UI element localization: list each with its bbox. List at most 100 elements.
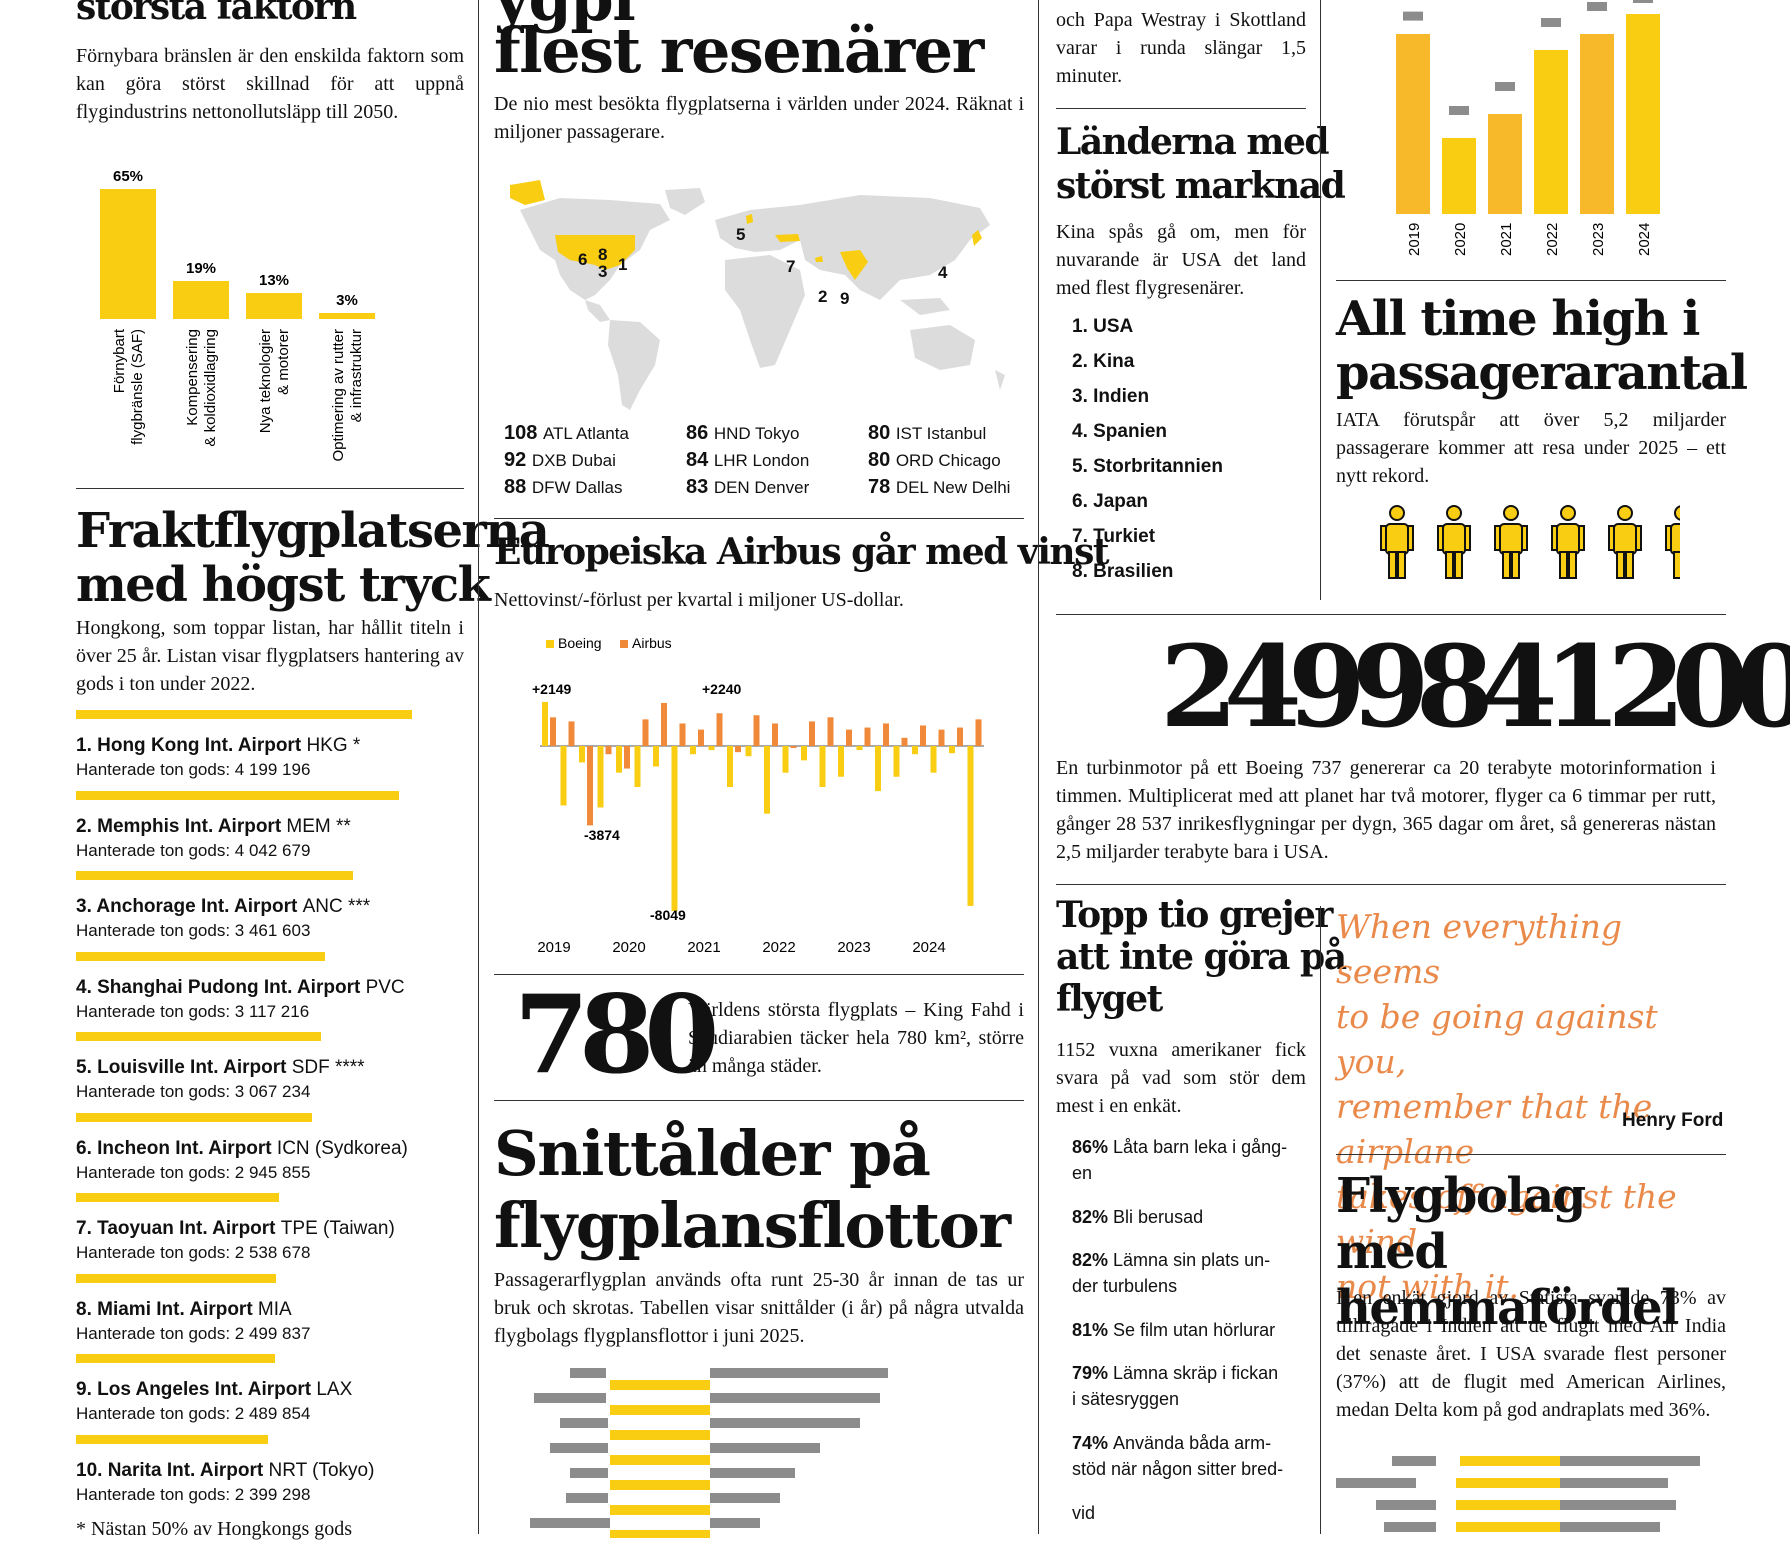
boeing-bar (690, 746, 696, 755)
faktorn-bar (100, 189, 156, 319)
alltime-year-label: 2020 (1452, 223, 1469, 256)
airbus-bar (790, 746, 797, 749)
boeing-bar (616, 746, 622, 773)
airbus-x-tick: 2024 (912, 939, 945, 956)
lander-item: 2. Kina (1072, 351, 1135, 372)
airport-passengers: 108 (504, 422, 543, 444)
alder-bar-mid (610, 1505, 710, 1515)
faktorn-title: största faktorn (76, 0, 357, 28)
india-shape (840, 250, 868, 280)
lander-item: 1. USA (1072, 316, 1134, 337)
topp-text: Låta barn leka i gång- (1113, 1137, 1288, 1157)
alltime-year: 2019 (1406, 223, 1423, 256)
south-america-shape (608, 320, 660, 410)
boeing-bar (819, 746, 826, 787)
alder-title-line1: Snittålder på (494, 1117, 931, 1190)
airport-item: 88 DFW Dallas (504, 476, 622, 499)
airport-name: DFW Dallas (531, 478, 623, 497)
alltime-bar (1534, 50, 1568, 214)
frakt-code: NRT (Tokyo) (268, 1459, 375, 1481)
airbus-x-tick: 2023 (837, 939, 870, 956)
faktorn-category: Nya teknologier & motorer (257, 329, 292, 433)
airport-passengers: 80 (868, 449, 896, 471)
airbus-title: Europeiska Airbus går med vinst (494, 531, 1110, 573)
person-icon (1608, 505, 1642, 579)
map-marker: 6 (578, 250, 587, 269)
frakt-tonnage: Hanterade ton gods: 3 461 603 (76, 921, 311, 940)
person-icon (1437, 505, 1471, 579)
legend-boeing-label: Boeing (558, 635, 602, 651)
alder-bar-right (710, 1493, 780, 1503)
big-number: 2499841200 (1160, 622, 1790, 753)
airport-passengers: 78 (868, 476, 896, 498)
person-icon (1380, 505, 1414, 579)
alltime-year-label: 2024 (1636, 223, 1653, 256)
hemma-bar-right (1560, 1456, 1700, 1466)
divider (1336, 1154, 1726, 1155)
faktorn-category-line2: & koldioxidlagring (202, 329, 219, 447)
airbus-data-label: +2149 (532, 681, 572, 697)
topp-text: Lämna skräp i fickan (1113, 1363, 1279, 1383)
airport-passengers: 88 (504, 476, 532, 498)
divider (494, 974, 1024, 975)
map-marker: 8 (598, 245, 607, 264)
alltime-bar (1626, 14, 1660, 214)
quote-line: When everything seems (1336, 907, 1623, 991)
topp-item: 82% Bli berusad (1072, 1204, 1312, 1230)
faktorn-category-line2: flygbränsle (SAF) (129, 329, 146, 445)
frakt-tonnage: Hanterade ton gods: 4 042 679 (76, 840, 311, 860)
topp-pct: 79% (1072, 1363, 1114, 1383)
frakt-bar (76, 710, 412, 719)
alltime-bar (1580, 34, 1614, 214)
topp-text: 1152 vuxna amerikaner fick svara på vad … (1056, 1039, 1306, 1117)
westray-text: och Papa Westray i Skottland varar i run… (1056, 9, 1306, 87)
airport-passengers: 92 (504, 449, 532, 471)
lander-item: 5. Storbritannien (1072, 456, 1223, 477)
airport-passengers: 83 (686, 476, 714, 498)
hemma-bar-left (1376, 1500, 1436, 1510)
highlighted-countries (510, 180, 982, 280)
frakt-footnote: * Nästan 50% av Hongkongs gods (76, 1518, 353, 1540)
legend-airbus-label: Airbus (632, 635, 672, 651)
airbus-x-tick: 2019 (537, 939, 570, 956)
big-text: En turbinmotor på ett Boeing 737 generer… (1056, 757, 1716, 863)
airbus-bar (827, 717, 834, 746)
airport-item: 92 DXB Dubai (504, 449, 616, 472)
frakt-bar (76, 1273, 276, 1283)
topp-pct: 81% (1072, 1320, 1114, 1340)
faktorn-chart: 65% Förnybart flygbränsle (SAF) 19% Kompense… (100, 168, 375, 462)
airbus-bar (864, 727, 871, 746)
frakt-rank: 7. Taoyuan Int. Airport TPE (Taiwan) (76, 1215, 395, 1242)
hemma-bar-mid (1460, 1456, 1560, 1466)
boeing-bar (801, 746, 807, 761)
airbus-data-label: +2240 (702, 681, 742, 697)
airbus-bar (661, 702, 667, 746)
airport-item: 108 ATL Atlanta (504, 422, 629, 445)
airbus-x-tick: 2022 (762, 939, 795, 956)
topp-pct: 82% (1072, 1250, 1114, 1270)
hemma-title-line1: Flygbolag (1336, 1168, 1586, 1224)
lander-item: 8. Brasilien (1072, 561, 1174, 582)
alder-bar-right (710, 1393, 880, 1403)
frakt-rank: 3. Anchorage Int. Airport ANC *** (76, 893, 370, 920)
faktorn-category-line2: & infrastruktur (348, 329, 365, 422)
hemma-bar-mid (1456, 1500, 1560, 1510)
airbus-bar (642, 719, 649, 746)
quote-author: Henry Ford (1622, 1110, 1724, 1131)
alder-bar-right (710, 1368, 888, 1378)
uae-shape (815, 256, 823, 262)
africa-shape (725, 255, 805, 368)
frakt-rank: 8. Miami Int. Airport MIA (76, 1296, 292, 1323)
alltime-chart: 2019 2020 2021 2022 2023 2024 (1396, 0, 1660, 256)
alder-title-line2: flygplansflottor (494, 1189, 1011, 1262)
hemma-bar-mid (1456, 1522, 1560, 1532)
airbus-bar (772, 723, 778, 746)
frakt-airport: 7. Taoyuan Int. Airport (76, 1218, 281, 1239)
boeing-bar (579, 746, 585, 763)
map-marker: 2 (818, 287, 827, 306)
legend-boeing-swatch (546, 640, 554, 648)
frakt-airport: 5. Louisville Int. Airport (76, 1057, 292, 1078)
column-divider (1320, 0, 1321, 600)
airbus-x-tick: 2020 (612, 939, 645, 956)
column-divider (478, 0, 479, 1534)
